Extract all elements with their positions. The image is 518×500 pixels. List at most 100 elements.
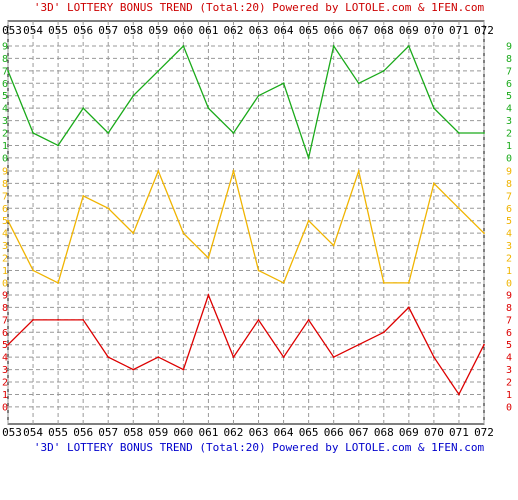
x-tick-label: 070 — [424, 426, 444, 439]
data-point-middle — [82, 194, 85, 197]
y-tick-label: 6 — [2, 204, 8, 215]
chart-title-top: '3D' LOTTERY BONUS TREND (Total:20) Powe… — [34, 1, 485, 14]
data-point-middle — [182, 232, 185, 235]
y-tick-label: 7 — [506, 315, 512, 326]
y-tick-label: 5 — [2, 216, 8, 227]
y-tick-label: 7 — [2, 191, 8, 202]
data-point-top — [7, 69, 9, 72]
x-tick-label: 057 — [98, 426, 118, 439]
x-tick-label: 068 — [374, 24, 394, 37]
y-tick-label: 5 — [506, 340, 512, 351]
y-tick-label: 0 — [2, 402, 8, 413]
x-tick-label: 065 — [299, 426, 319, 439]
y-tick-label: 6 — [2, 328, 8, 339]
series — [7, 44, 485, 396]
data-point-top — [282, 82, 285, 85]
data-point-top — [483, 132, 485, 134]
x-tick-label: 058 — [123, 24, 143, 37]
y-tick-label: 9 — [2, 42, 8, 53]
x-tick-label: 069 — [399, 426, 419, 439]
y-tick-label: 7 — [506, 191, 512, 202]
data-point-middle — [232, 170, 235, 172]
data-point-bottom — [7, 343, 9, 346]
y-tick-label: 1 — [506, 141, 512, 152]
y-tick-label: 3 — [506, 116, 512, 127]
y-tick-label: 3 — [2, 116, 8, 127]
x-tick-label: 062 — [224, 24, 244, 37]
data-point-top — [157, 69, 160, 72]
data-point-middle — [458, 207, 460, 210]
series-line-top — [7, 44, 484, 161]
plot-frame — [7, 20, 485, 425]
y-tick-label: 0 — [506, 153, 512, 164]
x-tick-label: 066 — [324, 426, 344, 439]
y-tick-label: 3 — [2, 241, 8, 252]
x-tick-label: 055 — [48, 426, 68, 439]
y-tick-label: 8 — [2, 179, 8, 190]
data-point-top — [32, 132, 34, 134]
x-tick-label: 069 — [399, 24, 419, 37]
y-tick-label: 8 — [506, 303, 512, 314]
data-point-top — [357, 82, 360, 85]
x-tick-labels-top: 053 054 055 056 057 058 059 060 061 062 063 064 065 0… — [2, 24, 494, 37]
y-tick-label: 9 — [2, 167, 8, 178]
data-point-bottom — [432, 356, 435, 359]
data-point-top — [232, 132, 235, 134]
data-point-bottom — [82, 318, 85, 321]
y-tick-label: 2 — [506, 129, 512, 140]
x-tick-label: 071 — [449, 426, 469, 439]
data-point-bottom — [382, 331, 385, 334]
y-tick-label: 4 — [2, 104, 8, 115]
y-tick-label: 5 — [2, 91, 8, 102]
y-tick-label: 0 — [506, 402, 512, 413]
y-tick-label: 8 — [506, 54, 512, 65]
data-point-top — [332, 45, 335, 47]
data-point-top — [132, 94, 135, 97]
data-point-bottom — [458, 393, 460, 396]
y-tick-label: 4 — [506, 229, 512, 240]
x-tick-label: 067 — [349, 426, 369, 439]
x-tick-label: 054 — [23, 24, 43, 37]
data-point-middle — [357, 170, 360, 172]
data-point-middle — [132, 232, 135, 235]
data-point-bottom — [483, 343, 485, 346]
data-point-middle — [207, 257, 210, 259]
y-tick-label: 4 — [2, 229, 8, 240]
y-tick-label: 2 — [2, 254, 8, 265]
x-tick-label: 072 — [474, 24, 494, 37]
y-tick-label: 2 — [506, 254, 512, 265]
y-tick-label: 7 — [2, 315, 8, 326]
y-tick-labels: 0 01 12 23 34 45 56 67 78 89 90 01 12 23 34 45 56 67 78 89 9… — [2, 42, 512, 414]
x-tick-label: 053 — [2, 24, 22, 37]
y-tick-label: 6 — [506, 204, 512, 215]
series-line-middle — [7, 168, 485, 284]
y-tick-label: 9 — [506, 42, 512, 53]
data-point-bottom — [132, 368, 135, 371]
y-tick-label: 5 — [506, 216, 512, 227]
data-point-middle — [407, 281, 410, 284]
data-point-top — [407, 45, 410, 47]
data-point-bottom — [232, 356, 235, 359]
y-tick-label: 9 — [2, 291, 8, 302]
data-point-bottom — [307, 318, 310, 321]
x-tick-label: 064 — [274, 24, 294, 37]
data-point-middle — [7, 219, 9, 222]
data-point-middle — [257, 269, 260, 272]
data-point-middle — [157, 170, 160, 172]
x-tick-label: 063 — [249, 24, 269, 37]
data-point-bottom — [32, 318, 34, 321]
y-tick-label: 6 — [506, 328, 512, 339]
x-tick-label: 058 — [123, 426, 143, 439]
x-tick-label: 061 — [198, 24, 218, 37]
grid — [7, 20, 485, 425]
data-point-top — [257, 94, 260, 97]
data-point-top — [207, 107, 210, 110]
x-tick-label: 060 — [173, 426, 193, 439]
y-tick-label: 3 — [506, 241, 512, 252]
x-tick-label: 070 — [424, 24, 444, 37]
series-line-bottom — [7, 293, 485, 396]
data-point-top — [458, 132, 460, 134]
data-point-top — [432, 107, 435, 110]
data-point-middle — [483, 232, 485, 235]
